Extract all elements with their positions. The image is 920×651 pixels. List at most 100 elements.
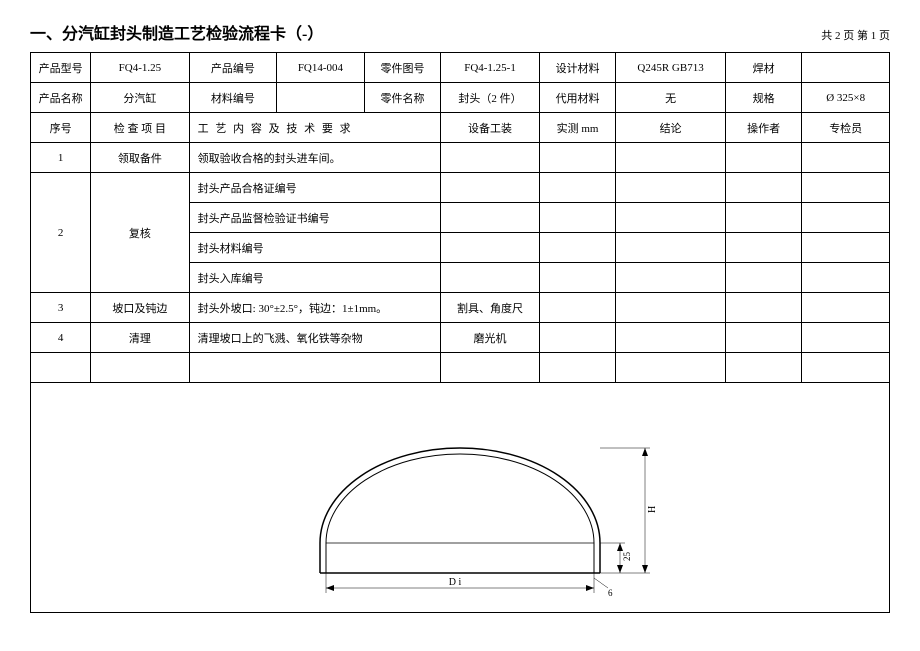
info-row-1: 产品型号 FQ4-1.25 产品编号 FQ14-004 零件图号 FQ4-1.2… (31, 53, 890, 83)
dim-label-h: H (647, 505, 658, 512)
cell-inspector (802, 293, 890, 323)
cell-equip: 割具、角度尺 (441, 293, 539, 323)
cell-empty (539, 353, 616, 383)
cell-empty (31, 353, 91, 383)
cell-conclusion (616, 203, 725, 233)
process-card-table: 产品型号 FQ4-1.25 产品编号 FQ14-004 零件图号 FQ4-1.2… (30, 52, 890, 613)
cell-operator (725, 233, 802, 263)
cell-item: 领取备件 (91, 143, 189, 173)
col-measured: 实测 mm (539, 113, 616, 143)
cell-content: 封头产品监督检验证书编号 (189, 203, 441, 233)
cell-product-model-value: FQ4-1.25 (91, 53, 189, 83)
cell-content: 封头材料编号 (189, 233, 441, 263)
cell-conclusion (616, 263, 725, 293)
drawing-cell: D i H 25 6 (31, 383, 890, 613)
cell-content: 封头外坡口: 30°±2.5°，钝边：1±1mm。 (189, 293, 441, 323)
cell-conclusion (616, 143, 725, 173)
cell-empty (441, 353, 539, 383)
cell-product-model-label: 产品型号 (31, 53, 91, 83)
cell-operator (725, 203, 802, 233)
cell-material-no-value (277, 83, 365, 113)
cell-part-name-label: 零件名称 (364, 83, 441, 113)
cell-content: 封头产品合格证编号 (189, 173, 441, 203)
table-row-empty (31, 353, 890, 383)
cell-spec-value: Ø 325×8 (802, 83, 890, 113)
cell-sub-material-label: 代用材料 (539, 83, 616, 113)
cell-operator (725, 263, 802, 293)
cell-inspector (802, 203, 890, 233)
dim-label-d: D i (449, 577, 462, 588)
cell-seq: 1 (31, 143, 91, 173)
cell-product-name-value: 分汽缸 (91, 83, 189, 113)
cell-product-name-label: 产品名称 (31, 83, 91, 113)
cell-item: 清理 (91, 323, 189, 353)
cell-equip (441, 263, 539, 293)
table-row: 4 清理 清理坡口上的飞溅、氧化铁等杂物 磨光机 (31, 323, 890, 353)
cell-empty (725, 353, 802, 383)
cell-measured (539, 143, 616, 173)
column-header-row: 序号 检 查 项 目 工 艺 内 容 及 技 术 要 求 设备工装 实测 mm … (31, 113, 890, 143)
cell-design-material-label: 设计材料 (539, 53, 616, 83)
cell-operator (725, 143, 802, 173)
col-equip: 设备工装 (441, 113, 539, 143)
cell-content: 清理坡口上的飞溅、氧化铁等杂物 (189, 323, 441, 353)
cell-empty (189, 353, 441, 383)
cell-inspector (802, 143, 890, 173)
cell-conclusion (616, 173, 725, 203)
cell-weld-value (802, 53, 890, 83)
cell-measured (539, 263, 616, 293)
cell-part-drawing-value: FQ4-1.25-1 (441, 53, 539, 83)
cell-inspector (802, 233, 890, 263)
cell-seq: 3 (31, 293, 91, 323)
col-inspector: 专检员 (802, 113, 890, 143)
cell-measured (539, 203, 616, 233)
table-row: 3 坡口及钝边 封头外坡口: 30°±2.5°，钝边：1±1mm。 割具、角度尺 (31, 293, 890, 323)
cell-conclusion (616, 293, 725, 323)
cell-product-no-label: 产品编号 (189, 53, 277, 83)
cell-conclusion (616, 323, 725, 353)
cell-material-no-label: 材料编号 (189, 83, 277, 113)
cell-seq: 2 (31, 173, 91, 293)
cell-content: 封头入库编号 (189, 263, 441, 293)
table-row: 2 复核 封头产品合格证编号 (31, 173, 890, 203)
cell-inspector (802, 323, 890, 353)
col-item: 检 查 项 目 (91, 113, 189, 143)
cell-design-material-value: Q245R GB713 (616, 53, 725, 83)
drawing-row: D i H 25 6 (31, 383, 890, 613)
col-conclusion: 结论 (616, 113, 725, 143)
dim-label-25: 25 (622, 551, 632, 561)
cell-empty (616, 353, 725, 383)
cell-equip: 磨光机 (441, 323, 539, 353)
cell-item: 坡口及钝边 (91, 293, 189, 323)
info-row-2: 产品名称 分汽缸 材料编号 零件名称 封头（2 件） 代用材料 无 规格 Ø 3… (31, 83, 890, 113)
cell-sub-material-value: 无 (616, 83, 725, 113)
page-info: 共 2 页 第 1 页 (821, 27, 890, 43)
cell-item: 复核 (91, 173, 189, 293)
cell-conclusion (616, 233, 725, 263)
cell-equip (441, 143, 539, 173)
cell-operator (725, 293, 802, 323)
cell-content: 领取验收合格的封头进车间。 (189, 143, 441, 173)
cell-measured (539, 173, 616, 203)
cell-operator (725, 323, 802, 353)
cell-seq: 4 (31, 323, 91, 353)
col-seq: 序号 (31, 113, 91, 143)
cell-spec-label: 规格 (725, 83, 802, 113)
head-drawing: D i H 25 6 (230, 393, 690, 603)
col-operator: 操作者 (725, 113, 802, 143)
document-title: 一、分汽缸封头制造工艺检验流程卡（-） (30, 20, 323, 44)
cell-part-drawing-label: 零件图号 (364, 53, 441, 83)
cell-inspector (802, 173, 890, 203)
table-row: 1 领取备件 领取验收合格的封头进车间。 (31, 143, 890, 173)
cell-equip (441, 173, 539, 203)
cell-empty (91, 353, 189, 383)
cell-measured (539, 323, 616, 353)
cell-measured (539, 233, 616, 263)
cell-operator (725, 173, 802, 203)
cell-equip (441, 233, 539, 263)
cell-inspector (802, 263, 890, 293)
cell-measured (539, 293, 616, 323)
col-content: 工 艺 内 容 及 技 术 要 求 (189, 113, 441, 143)
cell-weld-label: 焊材 (725, 53, 802, 83)
cell-product-no-value: FQ14-004 (277, 53, 365, 83)
